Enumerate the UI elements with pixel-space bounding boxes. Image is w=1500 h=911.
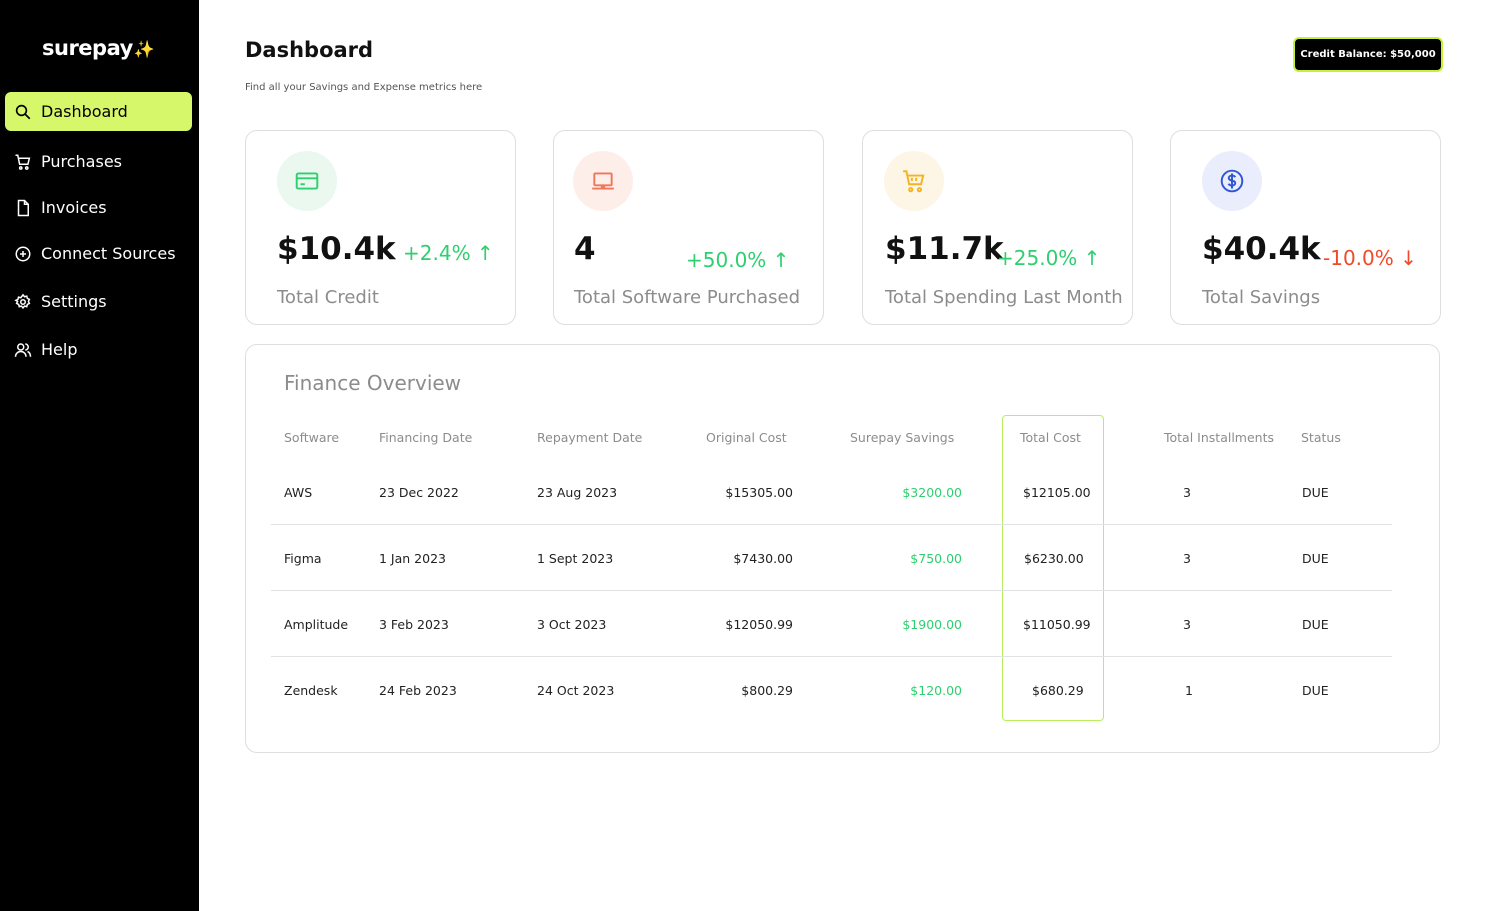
sidebar-item-purchases[interactable]: Purchases — [5, 142, 192, 181]
cell-status: DUE — [1302, 485, 1329, 500]
metric-change: -10.0% ↓ — [1323, 246, 1417, 270]
cell-status: DUE — [1302, 551, 1329, 566]
people-icon — [13, 340, 33, 360]
sidebar-item-label: Settings — [41, 292, 107, 311]
cell-surepay-savings: $1900.00 — [902, 617, 962, 632]
sidebar-item-label: Purchases — [41, 152, 122, 171]
column-header-financing-date[interactable]: Financing Date — [379, 430, 473, 445]
cart-icon — [13, 152, 33, 172]
document-icon — [13, 198, 33, 218]
column-header-repayment-date[interactable]: Repayment Date — [537, 430, 643, 445]
cell-repayment-date: 24 Oct 2023 — [537, 683, 615, 698]
cart-icon — [884, 151, 944, 211]
page-title: Dashboard — [245, 38, 374, 62]
row-divider — [271, 590, 1392, 591]
laptop-icon — [573, 151, 633, 211]
column-header-original-cost[interactable]: Original Cost — [706, 430, 787, 445]
cell-total-cost: $11050.99 — [1023, 617, 1091, 632]
sidebar-item-settings[interactable]: Settings — [5, 282, 192, 321]
cell-total-cost: $680.29 — [1032, 683, 1084, 698]
cell-status: DUE — [1302, 617, 1329, 632]
cell-original-cost: $7430.00 — [733, 551, 793, 566]
cell-original-cost: $12050.99 — [725, 617, 793, 632]
sidebar-item-label: Dashboard — [41, 102, 128, 121]
card-icon — [277, 151, 337, 211]
metric-card-total-savings: $40.4k -10.0% ↓ Total Savings — [1170, 130, 1441, 325]
dollar-icon — [1202, 151, 1262, 211]
metric-value: 4 — [574, 231, 596, 267]
cell-total-installments: 3 — [1183, 485, 1191, 500]
cell-total-cost: $6230.00 — [1024, 551, 1084, 566]
cell-surepay-savings: $3200.00 — [902, 485, 962, 500]
column-header-status[interactable]: Status — [1301, 430, 1341, 445]
metric-change: +25.0% ↑ — [997, 246, 1101, 270]
gear-icon — [13, 292, 33, 312]
metric-change: +50.0% ↑ — [686, 248, 790, 272]
sparkle-icon: ✨ — [133, 40, 155, 60]
metric-label: Total Credit — [277, 287, 379, 308]
column-header-surepay-savings[interactable]: Surepay Savings — [850, 430, 955, 445]
cell-financing-date: 24 Feb 2023 — [379, 683, 457, 698]
sidebar: surepay✨ Dashboard Purchases Invoices Co… — [0, 0, 199, 911]
cell-original-cost: $800.29 — [741, 683, 793, 698]
metric-change: +2.4% ↑ — [403, 241, 494, 265]
column-header-software[interactable]: Software — [284, 430, 340, 445]
metric-value: $11.7k — [885, 231, 1004, 267]
cell-repayment-date: 23 Aug 2023 — [537, 485, 618, 500]
credit-balance-button[interactable]: Credit Balance: $50,000 — [1293, 37, 1443, 72]
metric-card-total-software: 4 +50.0% ↑ Total Software Purchased — [553, 130, 824, 325]
metric-label: Total Spending Last Month — [885, 287, 1123, 308]
sidebar-item-dashboard[interactable]: Dashboard — [5, 92, 192, 131]
cell-software: Figma — [284, 551, 322, 566]
sidebar-item-help[interactable]: Help — [5, 330, 192, 369]
finance-overview-title: Finance Overview — [284, 371, 462, 395]
cell-repayment-date: 1 Sept 2023 — [537, 551, 614, 566]
sidebar-item-invoices[interactable]: Invoices — [5, 188, 192, 227]
cell-original-cost: $15305.00 — [725, 485, 793, 500]
cell-total-installments: 3 — [1183, 551, 1191, 566]
cell-total-installments: 3 — [1183, 617, 1191, 632]
cell-software: Zendesk — [284, 683, 338, 698]
sidebar-item-label: Help — [41, 340, 78, 359]
metric-label: Total Software Purchased — [574, 287, 800, 308]
cell-total-installments: 1 — [1185, 683, 1193, 698]
finance-overview-panel: Finance Overview Software Financing Date… — [245, 344, 1440, 753]
cell-total-cost: $12105.00 — [1023, 485, 1091, 500]
metric-value: $40.4k — [1202, 231, 1321, 267]
sidebar-item-label: Connect Sources — [41, 244, 176, 263]
column-header-total-installments[interactable]: Total Installments — [1164, 430, 1274, 445]
column-header-total-cost[interactable]: Total Cost — [1020, 430, 1081, 445]
cell-financing-date: 23 Dec 2022 — [379, 485, 459, 500]
total-cost-column-highlight — [1002, 415, 1104, 721]
cell-surepay-savings: $120.00 — [910, 683, 962, 698]
sidebar-item-connect-sources[interactable]: Connect Sources — [5, 234, 192, 273]
cell-software: AWS — [284, 485, 313, 500]
cell-financing-date: 1 Jan 2023 — [379, 551, 446, 566]
cell-financing-date: 3 Feb 2023 — [379, 617, 449, 632]
brand-logo[interactable]: surepay✨ — [42, 36, 155, 60]
search-icon — [13, 102, 33, 122]
page-subtitle: Find all your Savings and Expense metric… — [245, 82, 483, 93]
metric-card-total-credit: $10.4k +2.4% ↑ Total Credit — [245, 130, 516, 325]
cell-repayment-date: 3 Oct 2023 — [537, 617, 607, 632]
row-divider — [271, 656, 1392, 657]
metric-label: Total Savings — [1202, 287, 1321, 308]
plus-circle-icon — [13, 244, 33, 264]
cell-software: Amplitude — [284, 617, 349, 632]
sidebar-item-label: Invoices — [41, 198, 107, 217]
cell-status: DUE — [1302, 683, 1329, 698]
metric-value: $10.4k — [277, 231, 396, 267]
metric-card-total-spending: $11.7k +25.0% ↑ Total Spending Last Mont… — [862, 130, 1133, 325]
row-divider — [271, 524, 1392, 525]
cell-surepay-savings: $750.00 — [910, 551, 962, 566]
brand-name: surepay — [42, 36, 133, 60]
